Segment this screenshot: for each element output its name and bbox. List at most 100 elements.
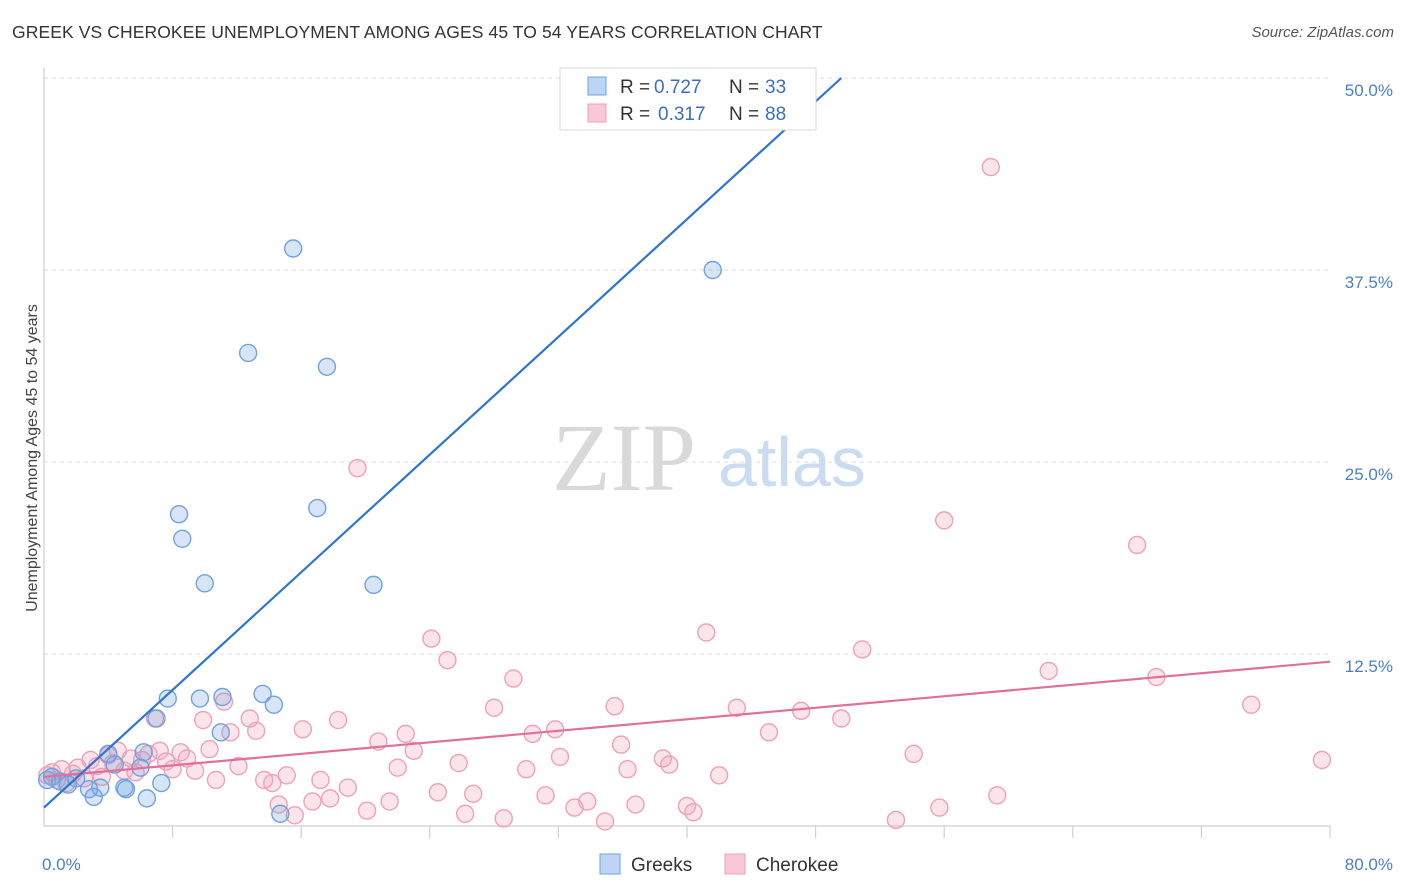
legend-cherokee-n-value: 88 — [765, 104, 786, 125]
greeks-point-19 — [173, 529, 192, 548]
greeks-point-18 — [169, 505, 189, 524]
cherokee-point-85 — [904, 744, 923, 764]
cherokee-point-65 — [550, 747, 570, 767]
cherokee-point-71 — [618, 760, 637, 779]
cherokee-point-28 — [206, 770, 226, 790]
cherokee-point-53 — [428, 783, 448, 802]
cherokee-point-61 — [517, 760, 536, 779]
greeks-point-22 — [213, 687, 232, 707]
series-legend: Greeks Cherokee — [599, 853, 838, 876]
cherokee-point-58 — [484, 698, 504, 717]
cherokee-point-59 — [494, 809, 513, 828]
y-tick-label-3: 50.0% — [1345, 81, 1393, 100]
cherokee-point-57 — [464, 784, 483, 803]
cherokee-point-69 — [605, 697, 624, 716]
greeks-points — [38, 239, 722, 823]
greeks-point-27 — [271, 804, 290, 823]
cherokee-point-52 — [422, 629, 441, 648]
cherokee-point-48 — [380, 792, 399, 811]
cherokee-point-79 — [727, 698, 747, 717]
cherokee-point-63 — [536, 786, 555, 805]
cherokee-point-45 — [348, 458, 367, 478]
cherokee-point-70 — [611, 735, 631, 754]
cherokee-point-26 — [193, 710, 213, 730]
cherokee-point-76 — [684, 803, 703, 822]
cherokee-point-49 — [388, 758, 407, 777]
cherokee-point-25 — [185, 761, 205, 780]
greeks-point-17 — [158, 689, 177, 708]
cherokee-point-46 — [357, 801, 377, 820]
greeks-point-9 — [105, 755, 124, 774]
x-tick-marks — [172, 826, 1331, 838]
greeks-point-28 — [283, 239, 303, 258]
greeks-point-23 — [211, 723, 231, 742]
greeks-trend-line — [43, 77, 843, 809]
cherokee-point-91 — [1127, 535, 1147, 555]
cherokee-point-54 — [438, 650, 457, 670]
bottom-legend-label-cherokee: Cherokee — [756, 855, 838, 876]
cherokee-point-67 — [578, 792, 597, 811]
legend-swatch-cherokee — [587, 103, 607, 123]
legend-greeks-n-value: 33 — [765, 77, 786, 98]
cherokee-point-35 — [263, 773, 282, 793]
cherokee-point-83 — [853, 640, 872, 659]
cherokee-point-87 — [935, 511, 954, 530]
cherokee-point-93 — [1242, 695, 1261, 714]
cherokee-point-77 — [697, 623, 716, 642]
cherokee-point-33 — [246, 721, 266, 740]
greeks-point-8 — [99, 744, 118, 764]
bottom-legend-swatch-cherokee — [724, 853, 746, 875]
cherokee-point-50 — [396, 724, 415, 744]
cherokee-point-41 — [311, 770, 330, 790]
cherokee-point-40 — [303, 792, 322, 811]
greeks-point-24 — [238, 343, 258, 363]
legend-greeks-n-label: N = — [729, 77, 759, 98]
cherokee-point-30 — [221, 723, 240, 742]
cherokee-point-42 — [320, 789, 340, 808]
cherokee-point-64 — [545, 720, 565, 739]
x-tick-label-min: 0.0% — [42, 855, 81, 874]
cherokee-point-27 — [200, 740, 219, 759]
greeks-point-11 — [116, 779, 136, 799]
greeks-point-32 — [703, 260, 722, 280]
cherokee-point-86 — [930, 798, 949, 817]
chart-title: GREEK VS CHEROKEE UNEMPLOYMENT AMONG AGE… — [12, 22, 823, 42]
cherokee-trend-line — [43, 660, 1331, 778]
greeks-point-14 — [137, 789, 157, 808]
bottom-legend-swatch-greeks — [599, 853, 621, 875]
cherokee-point-89 — [988, 786, 1007, 805]
cherokee-point-36 — [269, 795, 288, 814]
watermark-zip: ZIP — [552, 404, 696, 511]
greeks-point-30 — [317, 357, 337, 376]
cherokee-point-90 — [1039, 661, 1058, 681]
greeks-point-29 — [308, 498, 327, 518]
greeks-point-13 — [134, 743, 153, 762]
legend-cherokee-r-value: 0.317 — [658, 104, 706, 125]
cherokee-point-38 — [285, 806, 304, 825]
y-tick-label-1: 25.0% — [1345, 465, 1393, 484]
greeks-point-7 — [84, 787, 104, 807]
cherokee-point-20 — [150, 741, 169, 760]
y-tick-label-0: 12.5% — [1345, 657, 1393, 676]
cherokee-point-39 — [293, 720, 313, 739]
greeks-point-25 — [253, 684, 272, 704]
cherokee-point-84 — [886, 810, 906, 830]
greeks-point-31 — [364, 575, 383, 595]
x-tick-label-max: 80.0% — [1345, 855, 1393, 874]
cherokee-point-60 — [504, 669, 523, 688]
cherokee-point-72 — [626, 795, 645, 814]
cherokee-point-37 — [277, 766, 296, 785]
cherokee-point-88 — [981, 157, 1001, 177]
cherokee-point-55 — [449, 753, 468, 773]
greeks-point-21 — [190, 689, 210, 708]
y-tick-label-2: 37.5% — [1345, 273, 1393, 292]
cherokee-point-68 — [595, 812, 615, 831]
cherokee-point-81 — [791, 701, 811, 721]
cherokee-point-51 — [404, 741, 423, 760]
legend-swatch-greeks — [587, 76, 607, 96]
cherokee-point-82 — [832, 709, 851, 728]
greeks-point-16 — [152, 773, 171, 793]
greeks-point-6 — [91, 778, 110, 797]
cherokee-point-31 — [229, 756, 248, 776]
